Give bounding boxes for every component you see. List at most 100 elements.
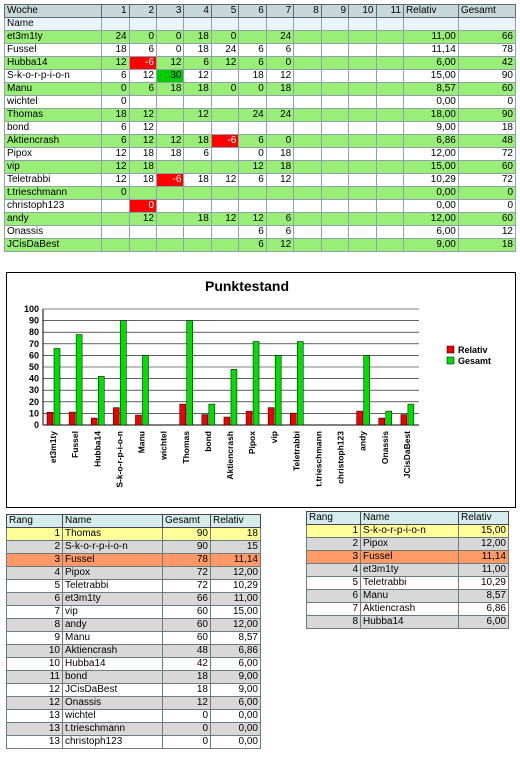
x-tick-label: et3m1ty	[48, 431, 58, 463]
rank-gesamt: 78	[162, 553, 211, 567]
rank-rang: 9	[6, 631, 63, 645]
x-tick-label: andy	[358, 431, 368, 451]
x-tick-label: Onassis	[380, 431, 390, 464]
week-score	[320, 160, 350, 174]
week-score: 6	[128, 43, 158, 57]
legend-swatch	[446, 356, 455, 365]
week-score: 6	[238, 238, 267, 252]
table-row: andy 12 18 12 12 6 12,00 60	[3, 212, 517, 226]
week-score	[210, 95, 240, 109]
y-tick-label: 10	[29, 408, 39, 418]
player-name: S-k-o-r-p-i-o-n	[3, 69, 103, 83]
week-score	[155, 212, 185, 226]
week-score	[375, 69, 404, 83]
bar-relativ	[68, 411, 76, 426]
player-name: et3m1ty	[3, 30, 103, 44]
week-score: 12	[265, 238, 295, 252]
week-score: 18	[183, 212, 212, 226]
rank-name: et3m1ty	[62, 592, 163, 606]
rank-name: et3m1ty	[360, 563, 459, 577]
table-row: bond 6 12 9,00 18	[3, 121, 517, 135]
y-tick-label: 60	[29, 350, 39, 360]
table-row: t.trieschmann 0 0,00 0	[3, 186, 517, 200]
table-row: S-k-o-r-p-i-o-n 6 12 30 12 18 12 15,00 90	[3, 69, 517, 83]
week-score: 24	[265, 30, 295, 44]
player-name: JCisDaBest	[3, 238, 103, 252]
rank-row: 12 Onassis 12 6,00	[6, 696, 261, 710]
week-score	[293, 43, 322, 57]
table-row: Onassis 6 6 6,00 12	[3, 225, 517, 239]
week-score: 6	[265, 225, 295, 239]
week-score: 30	[155, 69, 185, 83]
gesamt-value: 18	[457, 238, 517, 252]
week-score: 12	[265, 69, 295, 83]
week-score	[293, 30, 322, 44]
week-score	[320, 225, 350, 239]
rank-row: 13 christoph123 0 0,00	[6, 735, 261, 749]
week-score	[320, 30, 350, 44]
rank-name: christoph123	[62, 735, 163, 749]
week-score	[348, 147, 377, 161]
rank-relativ: 9,00	[210, 683, 261, 697]
rank-rang: 8	[6, 618, 63, 632]
bar-gesamt	[385, 410, 393, 426]
rank-relativ: 11,00	[458, 563, 509, 577]
table-row: Teletrabbi 12 18 -6 18 12 6 12 10,29 72	[3, 173, 517, 187]
rank-relativ: 8,57	[458, 589, 509, 603]
week-score	[348, 160, 377, 174]
table-row: Manu 0 6 18 18 0 0 18 8,57 60	[3, 82, 517, 96]
x-tick-label: S-k-o-r-p-i-o-n	[114, 431, 124, 488]
week-score	[155, 199, 185, 213]
rank-rang: 4	[306, 563, 361, 577]
bar-gesamt	[186, 320, 193, 426]
ranking-top-table: Rang Name Relativ 1 S-k-o-r-p-i-o-n 15,00 2 Pip…	[306, 511, 509, 629]
rank-relativ: 15,00	[210, 605, 261, 619]
rank-name: t.trieschmann	[62, 722, 163, 736]
rank-name: Manu	[62, 631, 163, 645]
week-score: 12	[238, 212, 267, 226]
week-score	[375, 95, 404, 109]
week-score: 12	[183, 69, 212, 83]
rank-header-row: Rang Name Relativ	[306, 511, 509, 525]
table-row: Fussel 18 6 0 18 24 6 6 11,14 78	[3, 43, 517, 57]
week-score	[238, 121, 267, 135]
week-score	[348, 212, 377, 226]
table-row: JCisDaBest 6 12 9,00 18	[3, 238, 517, 252]
week-score	[293, 225, 322, 239]
week-score	[128, 95, 158, 109]
week-score	[375, 43, 404, 57]
week-score	[320, 212, 350, 226]
week-score	[210, 108, 240, 122]
week-score	[375, 212, 404, 226]
rank-row: 4 Pipox 72 12,00	[6, 566, 261, 580]
name-header: Name	[62, 514, 163, 528]
rank-gesamt: 72	[162, 566, 211, 580]
player-name: Manu	[3, 82, 103, 96]
week-score	[183, 160, 212, 174]
week-score: -6	[210, 134, 240, 148]
rank-name: Pipox	[360, 537, 459, 551]
rank-relativ: 12,00	[458, 537, 509, 551]
rank-name: Manu	[360, 589, 459, 603]
week-score: 6	[265, 212, 295, 226]
week-score: 24	[101, 30, 130, 44]
player-name: christoph123	[3, 199, 103, 213]
rank-name: vip	[62, 605, 163, 619]
week-score: 0	[101, 186, 130, 200]
week-score	[320, 238, 350, 252]
rank-name: S-k-o-r-p-i-o-n	[62, 540, 163, 554]
week-score	[128, 186, 158, 200]
y-tick-label: 50	[29, 362, 39, 372]
week-score	[293, 147, 322, 161]
rank-row: 10 Aktiencrash 48 6,86	[6, 644, 261, 658]
week-score: 18	[183, 82, 212, 96]
week-score: 12	[155, 134, 185, 148]
gesamt-value: 48	[457, 134, 517, 148]
relativ-value: 15,00	[402, 69, 459, 83]
rank-gesamt: 66	[162, 592, 211, 606]
player-name: t.trieschmann	[3, 186, 103, 200]
relativ-value: 0,00	[402, 199, 459, 213]
week-header: 10	[348, 4, 377, 18]
week-score	[183, 121, 212, 135]
